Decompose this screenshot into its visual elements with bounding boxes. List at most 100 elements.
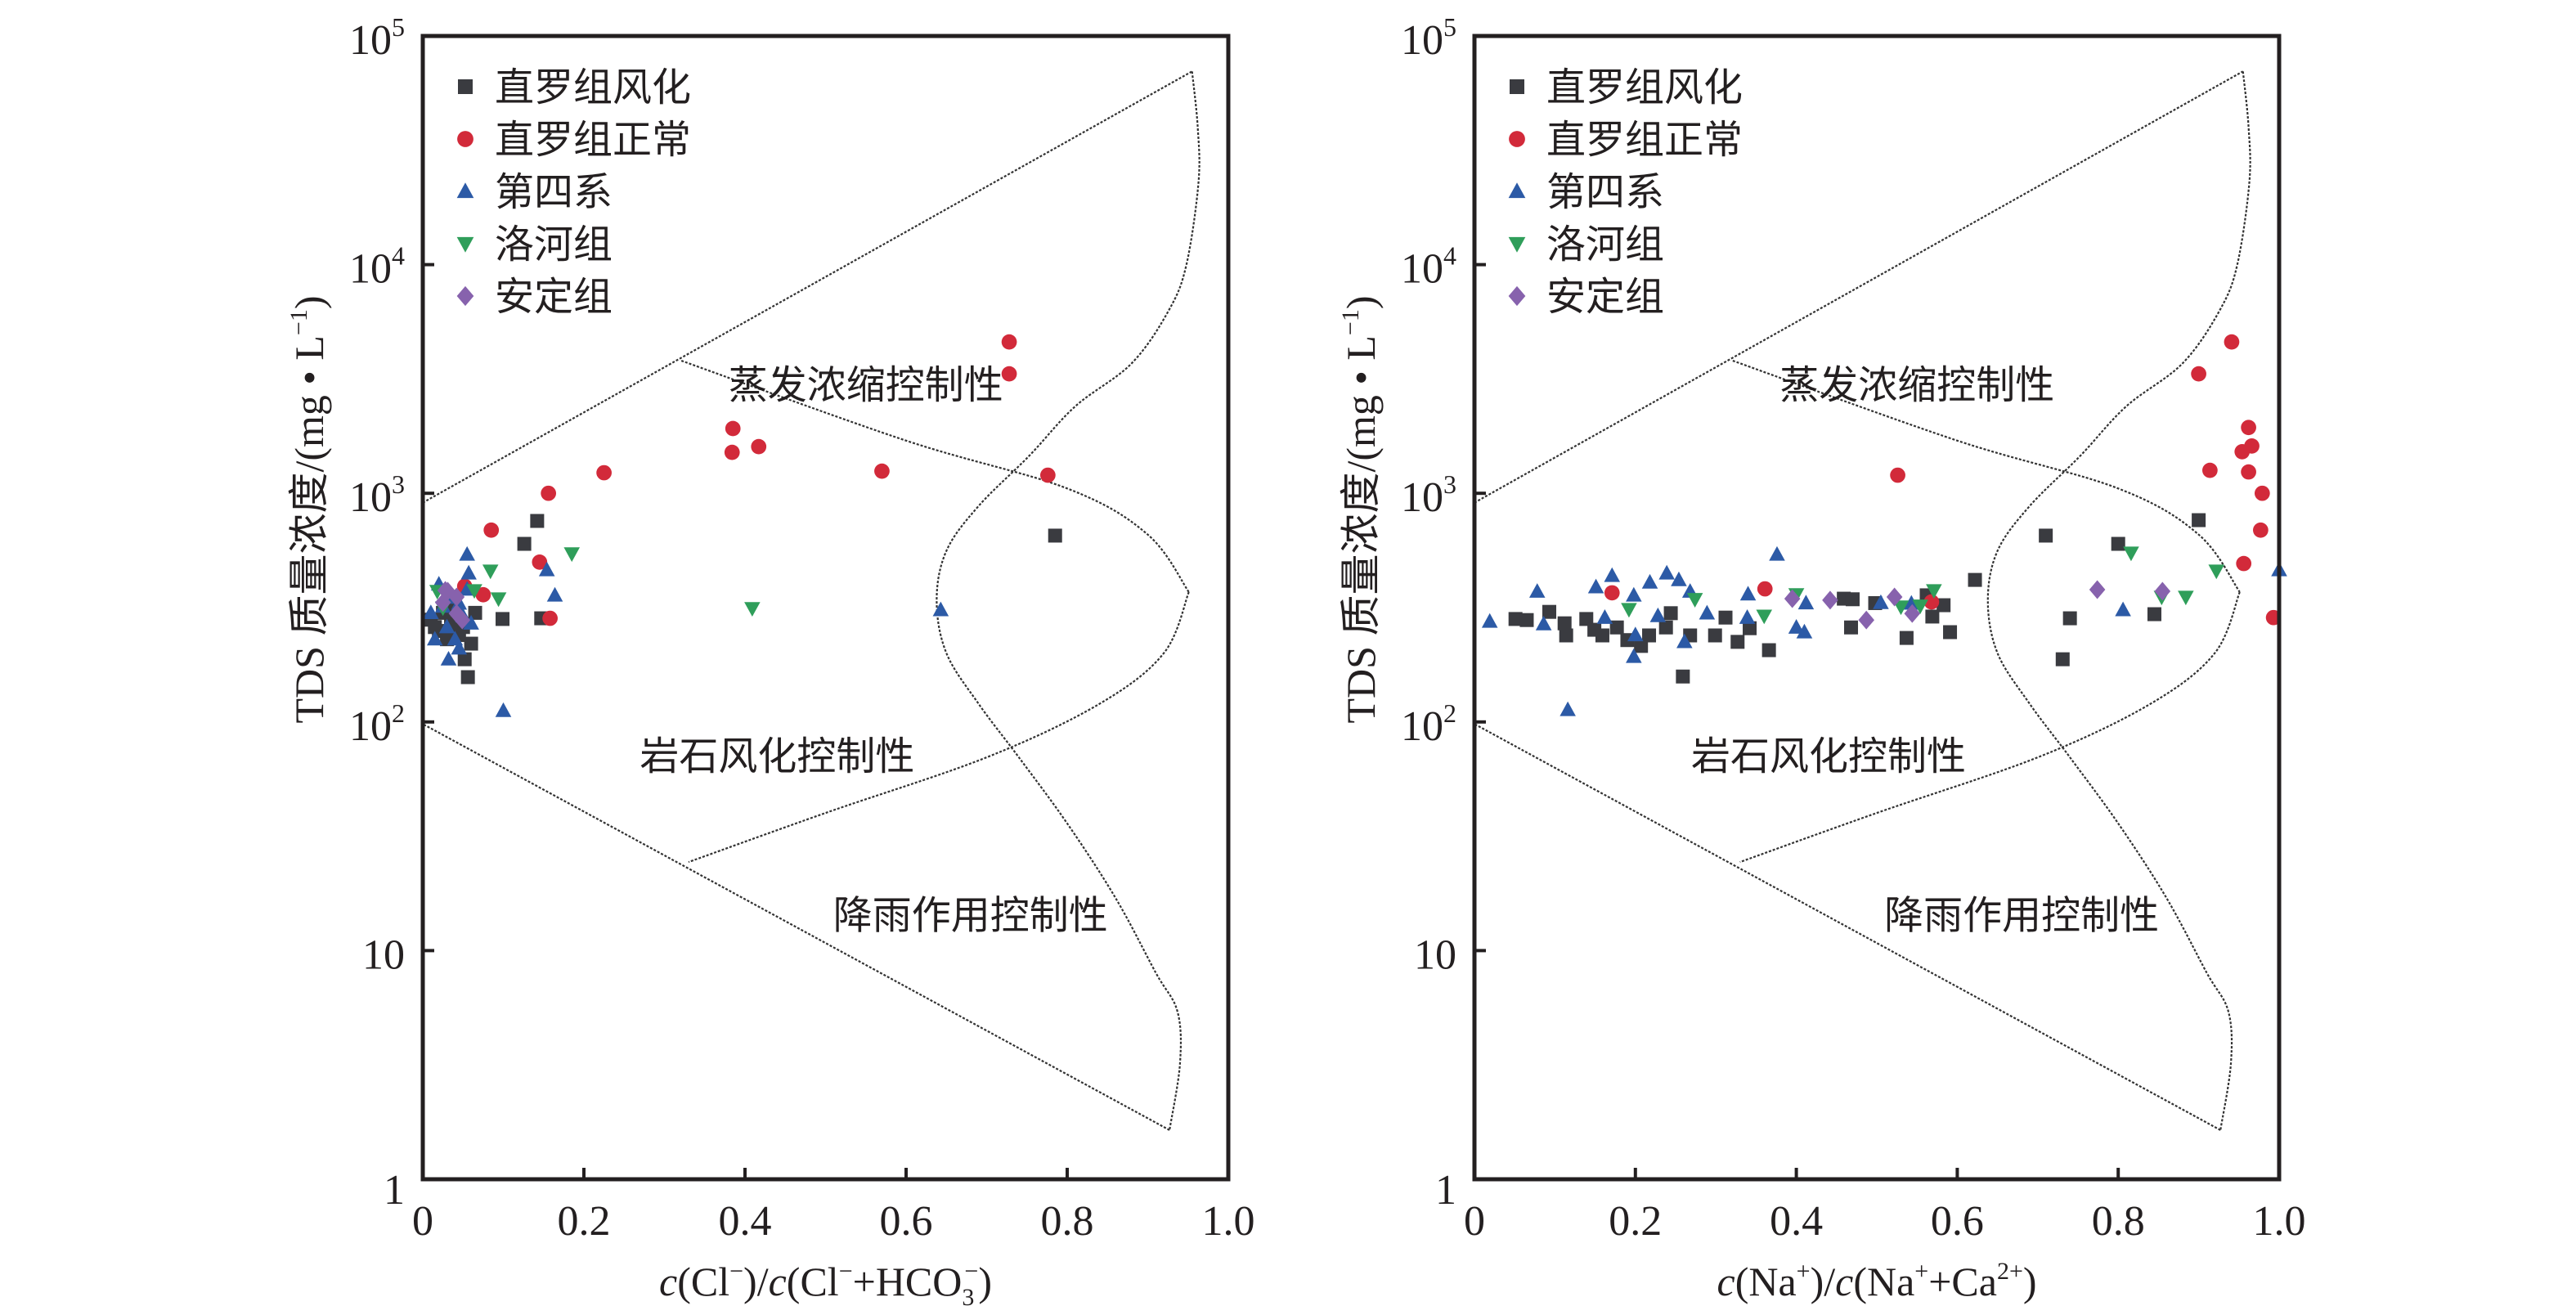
data-point [1676,669,1690,684]
data-point [546,586,563,602]
data-point [2192,513,2206,527]
data-point [1596,609,1613,624]
data-point [1535,615,1552,631]
data-point [2241,420,2256,436]
x-title-sup: − [964,1258,978,1285]
data-point [451,640,468,655]
legend-item-anding: 安定组 [1508,274,1664,320]
data-point [530,514,545,528]
region-label-precipitation: 降雨作用控制性 [833,892,1108,938]
y-title-sup: −1 [1337,309,1364,335]
data-point [2208,564,2225,580]
data-point [1936,598,1951,613]
data-point [1560,701,1576,716]
data-point [1604,585,1620,601]
data-point [538,561,555,577]
x-tick-label: 0.6 [1931,1198,1984,1245]
y-tick-label: 104 [349,241,405,293]
data-point [874,463,890,479]
data-point [448,604,465,623]
legend-item-zhiluo_weathered: 直罗组风化 [1510,65,1743,110]
data-point [483,522,500,538]
data-point [1788,619,1805,634]
data-point [1626,586,1642,602]
data-point [1621,603,1637,618]
x-title-part: +Ca [1928,1259,1997,1304]
data-point [428,620,442,635]
data-point [1634,639,1649,653]
data-point [2236,555,2252,572]
data-point [2154,581,2171,601]
x-title-sup: − [729,1258,743,1285]
data-point [1796,623,1813,639]
data-point [1658,620,1673,635]
data-point [596,465,612,481]
y-tick-exponent: 4 [1443,241,1456,271]
series-anding [434,581,471,630]
data-point [725,420,741,437]
y-tick-base: 10 [1401,474,1443,521]
legend-item-zhiluo_normal: 直罗组正常 [1509,117,1743,163]
x-title-sub: 3 [962,1284,974,1311]
data-point [2202,462,2218,478]
x-title-sup: + [1797,1258,1811,1285]
x-title-part: c [1835,1259,1853,1304]
y-title-part: TDS 质量浓度/(mg • L [286,335,332,723]
y-tick-label: 10 [1414,931,1456,978]
data-point [1642,628,1657,643]
data-point [1923,594,1940,610]
legend-item-luohe: 洛河组 [456,222,613,267]
y-tick-base: 1 [384,1167,405,1214]
series-zhiluo_weathered [424,514,1062,684]
data-point [563,547,580,563]
data-point [1649,607,1667,622]
region-label-rock-weathering: 岩石风化控制性 [1691,734,1966,779]
x-tick-label: 0.8 [2092,1198,2145,1245]
data-point [495,702,512,717]
data-point [490,592,507,608]
boundary-outer-curve [936,71,1200,1131]
y-tick-label: 105 [1401,12,1456,64]
data-point [448,587,465,607]
data-point [1926,584,1942,599]
x-title-part: (Cl [677,1259,729,1304]
y-tick-exponent: 4 [392,241,405,271]
data-point [1658,564,1675,580]
y-tick-exponent: 2 [1443,698,1456,728]
x-title-sup: − [839,1258,853,1285]
x-title-part: )/ [743,1259,769,1304]
x-title-part: (Na [1853,1259,1914,1304]
legend-label: 安定组 [495,274,613,320]
data-point [1641,573,1658,589]
data-point [1886,587,1903,607]
data-point [496,612,510,626]
series-luohe [1621,546,2225,625]
data-point [1519,613,1534,627]
boundary-inner-lower-line [1739,591,2241,864]
data-point [1708,628,1722,643]
data-point [1730,635,1745,649]
data-point [1845,592,1860,607]
y-tick-base: 10 [349,17,392,64]
data-point [2055,652,2070,666]
data-point [2234,444,2251,460]
data-point [437,581,454,600]
data-point [932,601,949,617]
x-tick-label: 0 [412,1198,433,1245]
data-point [1508,612,1523,626]
x-tick-label: 0.6 [880,1198,933,1245]
data-point [1844,620,1859,635]
legend-item-quaternary: 第四系 [456,169,613,215]
data-point [1048,528,1062,543]
data-point [1943,625,1958,640]
data-point [1587,578,1604,594]
y-tick-base: 10 [1414,931,1456,978]
y-tick-base: 1 [1435,1167,1456,1214]
data-point [2089,580,2106,599]
data-point [1040,467,1056,483]
data-point [1001,366,1017,382]
data-point [541,485,557,501]
y-title-sup: −1 [285,309,312,335]
